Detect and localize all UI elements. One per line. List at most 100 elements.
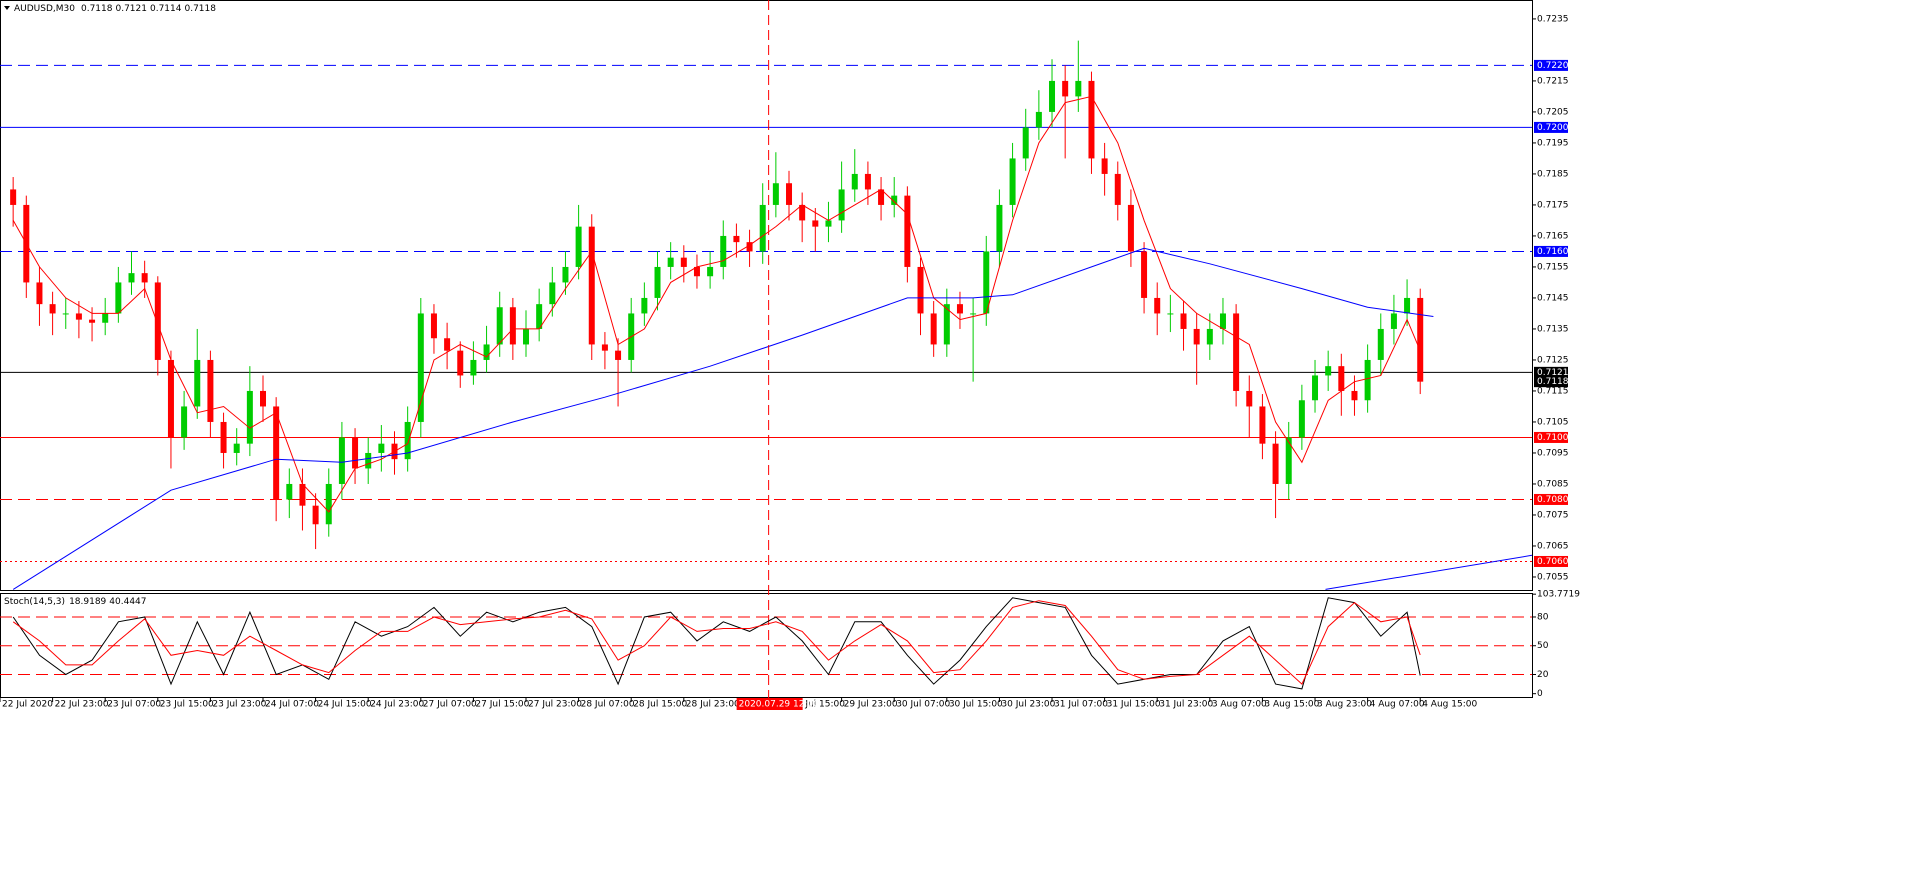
x-tick-label: 28 Jul 23:00 <box>686 700 740 710</box>
level-label: 0.7060 <box>1537 557 1569 567</box>
y-tick-label: 0.7125 <box>1537 355 1569 365</box>
level-label: 0.7100 <box>1537 433 1569 443</box>
candle-body <box>62 313 69 315</box>
candle-body <box>1009 158 1016 205</box>
bar-close: 0.7118 <box>184 4 216 14</box>
candle-body <box>194 359 201 407</box>
candle-body <box>615 350 622 360</box>
candle-body <box>536 304 543 329</box>
chart-header: AUDUSD,M30 0.7118 0.7121 0.7114 0.7118 <box>14 4 216 14</box>
candle-body <box>851 173 858 190</box>
x-tick-label: 24 Jul 15:00 <box>318 700 372 710</box>
indicator-line <box>12 247 1434 590</box>
indicator-name: Stoch(14,5,3) <box>4 597 65 607</box>
candle-body <box>693 266 700 277</box>
candle-body <box>983 251 990 314</box>
x-tick-label: 3 Aug 23:00 <box>1317 700 1372 710</box>
candle-body <box>1312 375 1319 401</box>
bar-high: 0.7121 <box>115 4 147 14</box>
candle-body <box>1114 173 1121 205</box>
x-tick-label: 24 Jul 23:00 <box>370 700 424 710</box>
candle-body <box>1351 390 1358 401</box>
candle-body <box>10 189 17 205</box>
x-tick-label: 4 Aug 07:00 <box>1370 700 1425 710</box>
candle-body <box>1022 127 1029 159</box>
x-tick-label: 28 Jul 15:00 <box>633 700 687 710</box>
candle-body <box>325 483 332 525</box>
candle-body <box>878 189 885 205</box>
candle-body <box>667 257 674 267</box>
x-tick-label: 29 Jul 23:00 <box>844 700 898 710</box>
candle-body <box>1049 80 1056 112</box>
candle-body <box>417 313 424 422</box>
candle-body <box>575 226 582 267</box>
crosshair-label: 2020.07.29 12:00 <box>739 700 820 710</box>
indicator-line <box>12 597 1421 690</box>
candle-body <box>1167 313 1174 315</box>
candle-body <box>1390 313 1397 329</box>
candle-body <box>1141 251 1148 298</box>
level-label-box <box>1534 121 1568 133</box>
indicator-line <box>1325 554 1533 590</box>
level-label-box <box>1534 431 1568 443</box>
candle-body <box>115 282 122 314</box>
candle-body <box>904 195 911 267</box>
candle-body <box>956 304 963 314</box>
indicator-line <box>12 95 1421 513</box>
candle-body <box>917 266 924 314</box>
level-label: 0.7160 <box>1537 247 1569 257</box>
x-tick-label: 22 Jul 2020 <box>2 700 53 710</box>
candle-body <box>825 220 832 227</box>
candle-body <box>378 443 385 453</box>
candle-body <box>746 242 753 252</box>
y-tick-label: 0.7205 <box>1537 107 1569 117</box>
candle-body <box>1193 328 1200 345</box>
y-tick-label: 0 <box>1537 689 1543 699</box>
candle-body <box>430 313 437 339</box>
y-tick-label: 0.7065 <box>1537 541 1569 551</box>
level-label-box <box>1534 493 1568 505</box>
candle-body <box>786 183 793 205</box>
candle-body <box>365 452 372 469</box>
x-tick-label: 3 Aug 07:00 <box>1212 700 1267 710</box>
indicator-line <box>12 600 1421 685</box>
candle-body <box>720 235 727 267</box>
candle-body <box>838 189 845 221</box>
level-label: 0.7121 <box>1537 368 1569 378</box>
candle-body <box>864 173 871 190</box>
candle-body <box>404 421 411 460</box>
main-pane <box>0 0 1533 591</box>
candle-body <box>654 266 661 298</box>
level-label-box <box>1534 59 1568 71</box>
y-tick-label: 103.7719 <box>1537 590 1580 600</box>
candle-body <box>1206 328 1213 345</box>
candle-body <box>549 282 556 305</box>
candle-body <box>220 421 227 453</box>
candle-body <box>1377 328 1384 360</box>
candle-body <box>167 359 174 438</box>
x-tick-label: 3 Aug 15:00 <box>1264 700 1319 710</box>
menu-arrow[interactable] <box>4 6 10 10</box>
candle-body <box>233 443 240 453</box>
level-label: 0.7080 <box>1537 495 1569 505</box>
y-tick-label: 0.7135 <box>1537 324 1569 334</box>
x-tick-label: 31 Jul 07:00 <box>1054 700 1108 710</box>
candle-body <box>799 204 806 221</box>
level-label: 0.7200 <box>1537 123 1569 133</box>
level-label-box <box>1534 366 1568 378</box>
candle-body <box>1404 297 1411 314</box>
y-tick-label: 80 <box>1537 612 1549 622</box>
candle-body <box>444 338 451 351</box>
level-label-box <box>1534 555 1568 567</box>
candle-body <box>943 304 950 345</box>
candle-body <box>1338 366 1345 391</box>
x-tick-label: 23 Jul 23:00 <box>212 700 266 710</box>
candle-body <box>707 266 714 277</box>
candle-body <box>246 390 253 444</box>
candle-body <box>1062 80 1069 97</box>
candle-body <box>1219 313 1226 329</box>
candle-body <box>75 313 82 320</box>
candle-body <box>36 282 43 305</box>
